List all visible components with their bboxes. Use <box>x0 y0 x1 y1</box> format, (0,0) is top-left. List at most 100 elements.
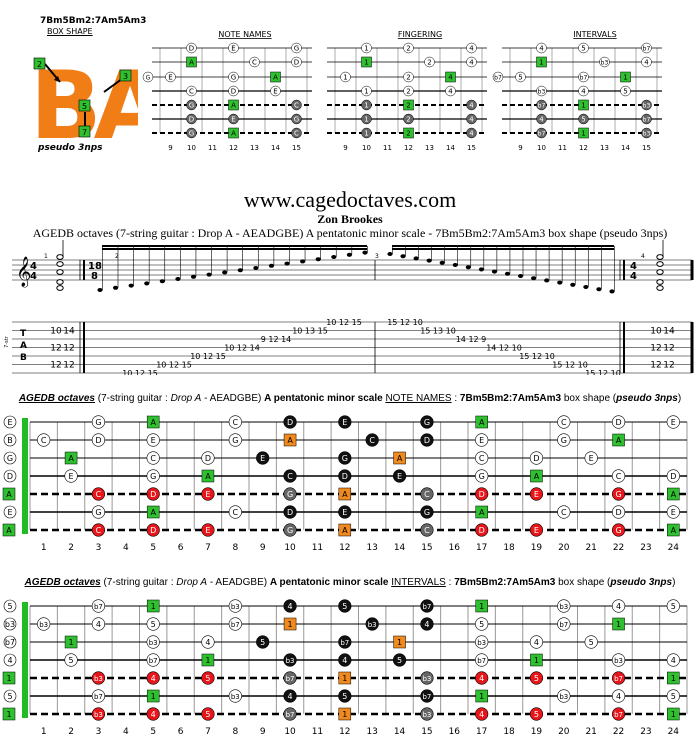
note-white <box>557 599 571 613</box>
note-label: G <box>287 526 293 535</box>
note-label: 5 <box>534 710 539 719</box>
mini-note <box>466 127 477 139</box>
title-box: box shape ( <box>555 577 611 588</box>
mini-note <box>536 127 547 139</box>
note-red <box>475 523 489 537</box>
note-label: G <box>342 454 348 463</box>
mini-note-label: 4 <box>581 88 586 96</box>
run-note <box>315 257 321 262</box>
mini-note-label: C <box>189 88 194 96</box>
note-label: 1 <box>342 674 347 683</box>
mini-note-label: G <box>189 102 194 110</box>
tab-number: 12 <box>663 344 674 354</box>
fret-number: 14 <box>394 727 406 737</box>
note-white <box>228 599 242 613</box>
note-root <box>530 653 543 667</box>
note-grey <box>283 707 297 721</box>
note-red <box>91 487 106 501</box>
note-orange <box>338 523 352 537</box>
note-label: 4 <box>616 692 621 701</box>
tab-fret-group: 9 12 14 <box>261 335 292 344</box>
note-label: D <box>479 526 485 535</box>
mini-note-label: 5 <box>518 74 522 82</box>
note-white <box>64 469 78 483</box>
note-black <box>420 415 434 429</box>
note-label: b3 <box>231 693 240 701</box>
mini-note-label: C <box>252 59 257 67</box>
mini-note-label: G <box>294 116 299 124</box>
mini-note-label: 2 <box>406 116 410 124</box>
note-label: 4 <box>342 656 347 665</box>
time-bottom: 4 <box>30 271 37 282</box>
note-label: 4 <box>96 620 101 629</box>
run-note <box>504 271 511 276</box>
mini-note <box>186 85 197 97</box>
mini-note <box>536 113 547 125</box>
note-label: C <box>41 436 47 445</box>
tab-fret-group: 10 12 14 <box>224 344 260 353</box>
title-drop: Drop A <box>170 393 202 404</box>
open-string-label: b3 <box>5 620 15 629</box>
mini-note-label: 4 <box>539 45 544 53</box>
mini-note <box>641 99 652 111</box>
note-label: G <box>287 490 293 499</box>
tab-B: B <box>20 353 27 363</box>
note-white <box>228 415 242 429</box>
fret-number: 1 <box>41 543 47 553</box>
note-root <box>201 653 215 667</box>
note-orange <box>338 487 352 501</box>
mini-note <box>424 56 435 68</box>
run-note <box>128 283 134 288</box>
note-label: 1 <box>288 620 293 629</box>
mini-note-label: D <box>231 88 236 96</box>
site-title[interactable]: www.cagedoctaves.com <box>243 187 457 212</box>
mini-fret-number: 15 <box>467 144 476 152</box>
run-note <box>346 252 353 257</box>
title-tuning: - AEADGBE) <box>201 393 265 404</box>
tab-fret-group: 14 12 10 <box>486 344 522 353</box>
note-root <box>612 617 625 631</box>
fret-number: 12 <box>339 727 350 737</box>
mini-fret-number: 15 <box>642 144 651 152</box>
mini-note <box>291 56 302 68</box>
note-black <box>283 469 297 483</box>
note-root <box>667 707 680 721</box>
mini-note-label: A <box>231 130 236 138</box>
mini-note-label: 1 <box>364 59 368 67</box>
note-label: A <box>342 490 348 499</box>
tab-fret-group: 15 12 10 <box>387 318 423 327</box>
tab-fret-group: 15 12 10 <box>552 361 588 370</box>
note-root <box>146 599 160 613</box>
mini-fret-number: 9 <box>168 144 172 152</box>
note-label: 5 <box>397 656 402 665</box>
tab-T: T <box>20 329 27 339</box>
fret-number: 21 <box>585 543 596 553</box>
mini-note <box>186 99 197 111</box>
fret-number: 20 <box>558 543 570 553</box>
note-label: 4 <box>479 674 484 683</box>
mini-note-label: b3 <box>643 131 651 138</box>
note-white <box>228 433 242 447</box>
mini-note-label: b3 <box>643 103 651 110</box>
mini-note <box>186 42 197 54</box>
chord-note <box>56 269 64 275</box>
run-note <box>206 272 212 277</box>
mini-note <box>466 99 477 111</box>
chord-note <box>656 279 664 285</box>
note-label: 1 <box>479 692 484 701</box>
note-label: G <box>615 526 621 535</box>
note-label: 4 <box>288 692 293 701</box>
run-note <box>452 263 458 267</box>
mini-note <box>291 99 302 111</box>
note-label: 5 <box>671 692 676 701</box>
run-note <box>491 269 498 274</box>
open-circle <box>3 505 17 519</box>
mini-open-label: b7 <box>494 75 502 82</box>
fret-number: 20 <box>558 727 570 737</box>
title-scale: A pentatonic minor scale <box>269 577 389 588</box>
measure-number: 3 <box>375 253 379 260</box>
mini-note <box>536 42 547 54</box>
note-white <box>146 617 160 631</box>
note-root <box>146 415 160 429</box>
run-note <box>609 289 615 294</box>
